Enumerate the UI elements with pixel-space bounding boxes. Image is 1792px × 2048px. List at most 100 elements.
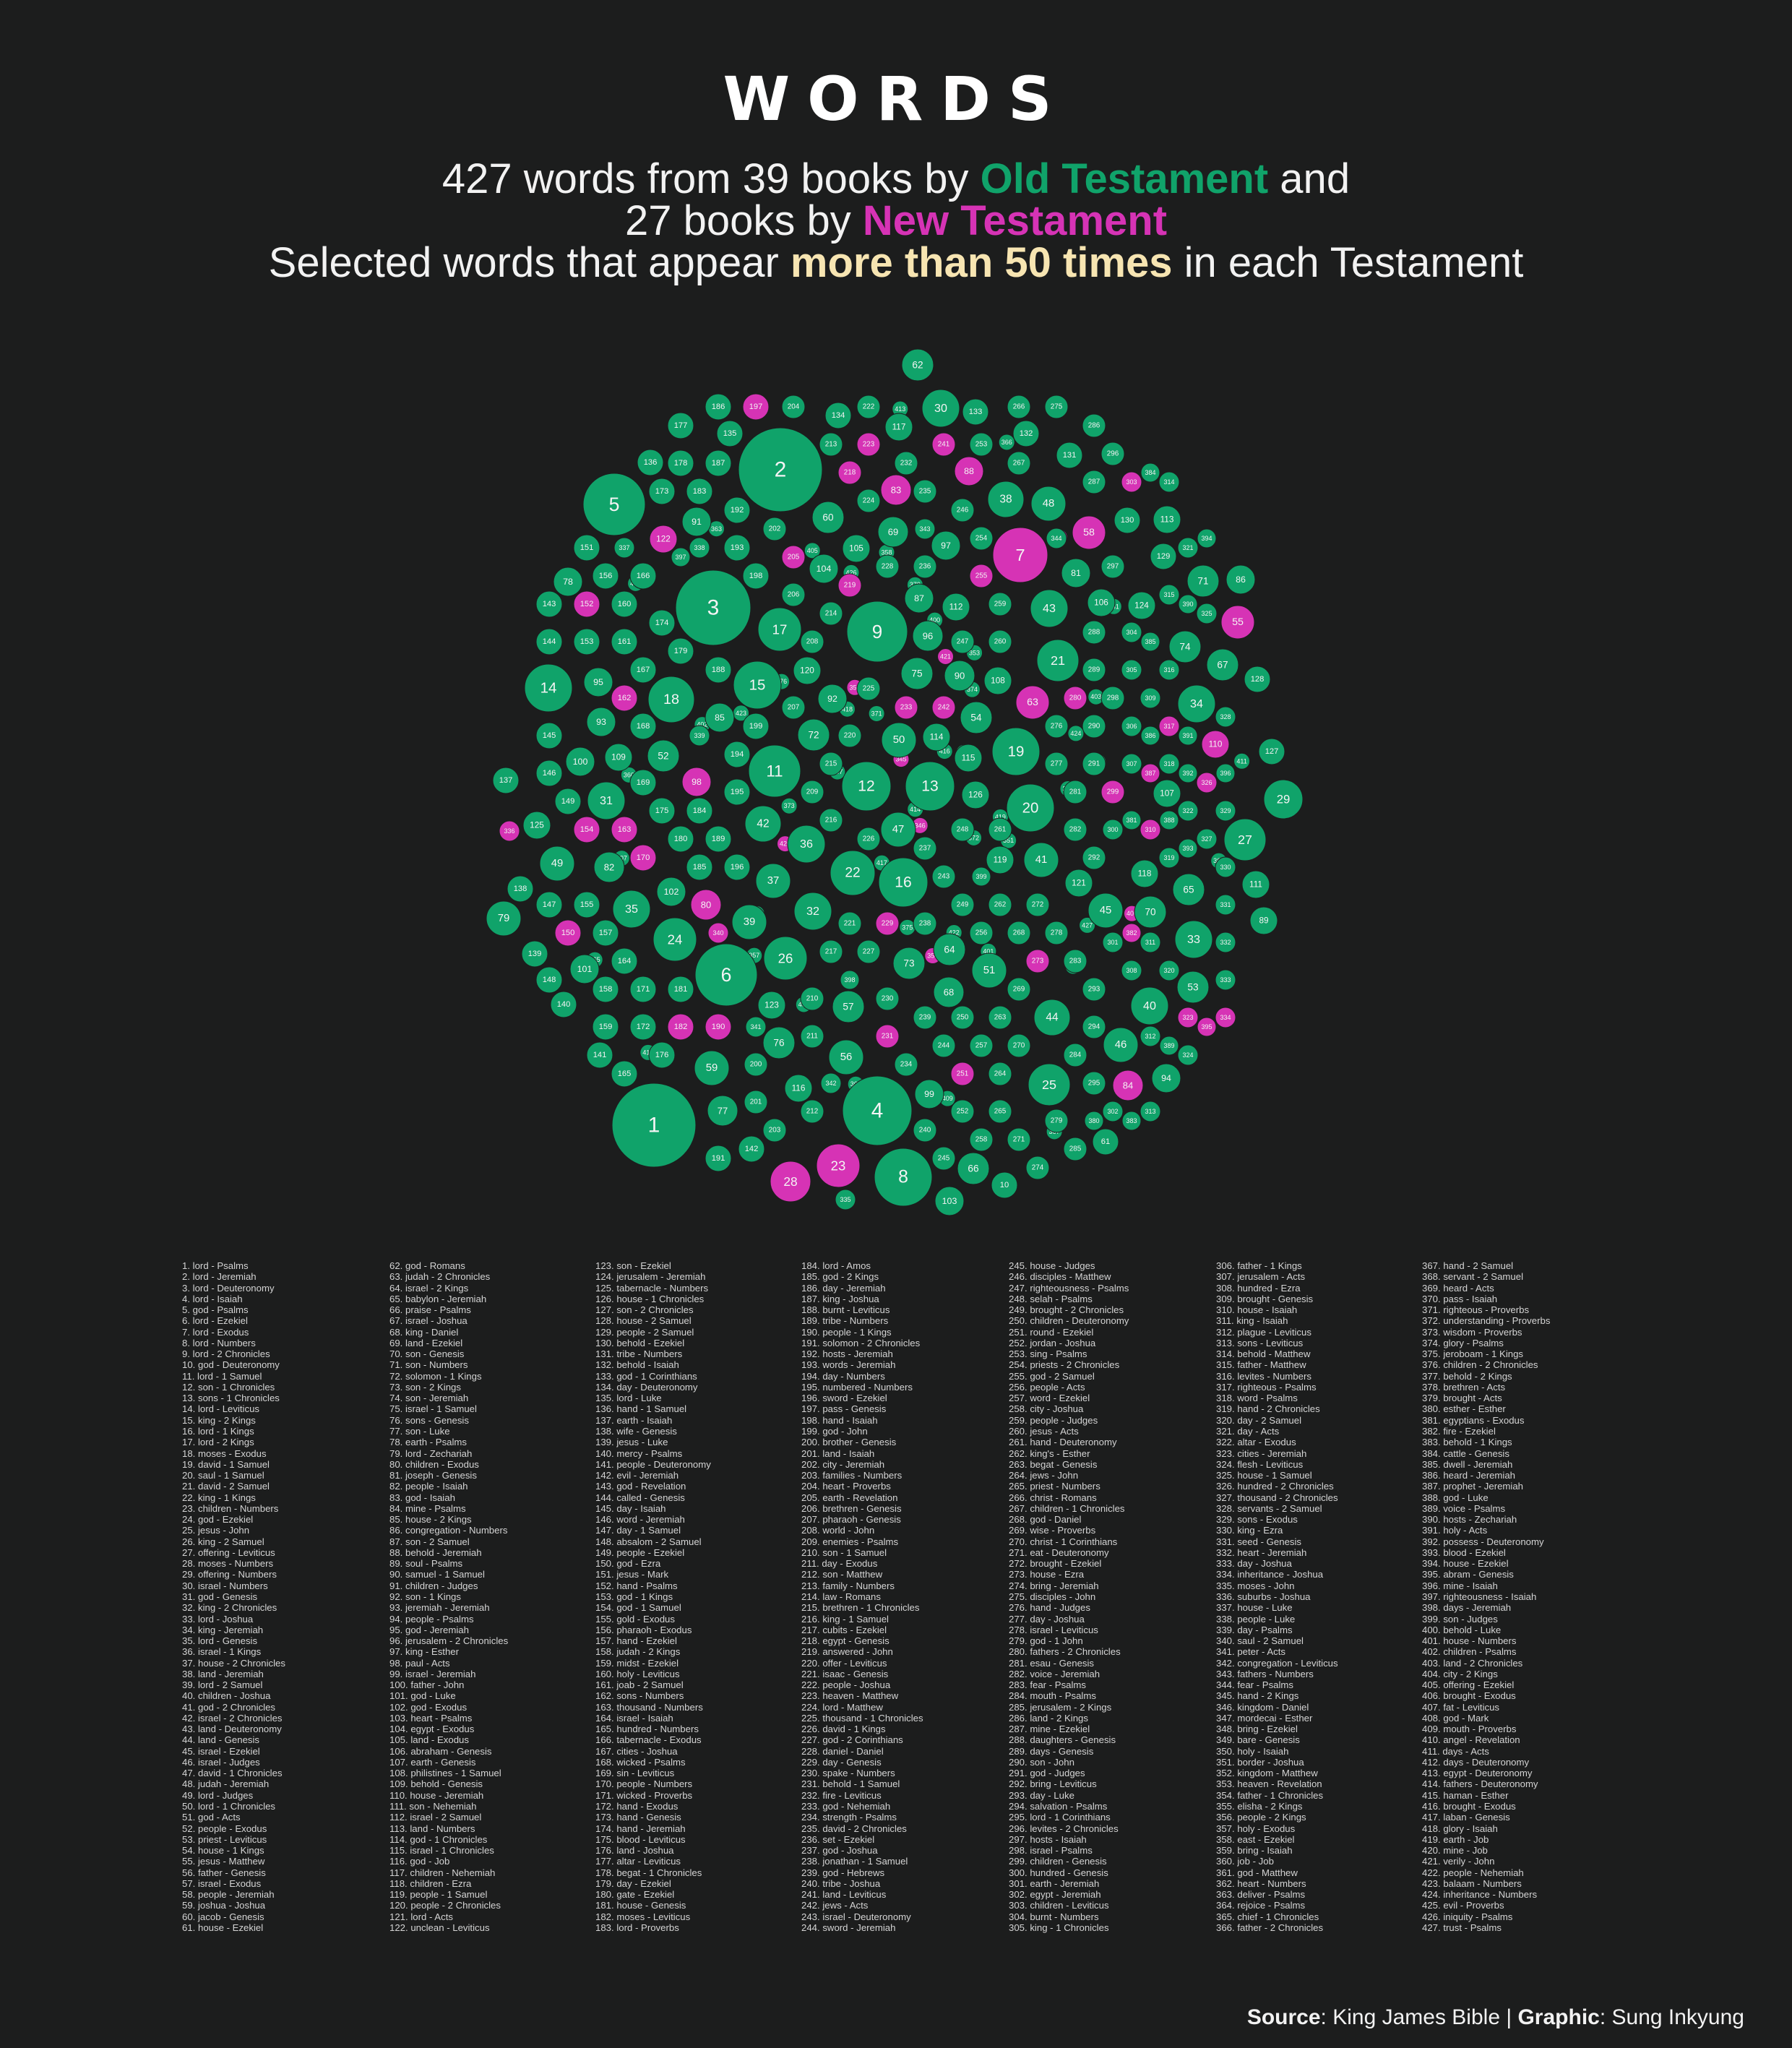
bubble-label: 386 — [1145, 732, 1155, 739]
bubble-label: 177 — [674, 421, 688, 430]
legend-item: 178. begat - 1 Chronicles — [595, 1867, 702, 1878]
legend-item: 416. brought - Exodus — [1422, 1801, 1516, 1812]
bubble-old-testament — [933, 933, 966, 966]
legend-item: 399. son - Judges — [1422, 1613, 1498, 1625]
bubble-label: 166 — [637, 572, 650, 580]
bubble-label: 171 — [637, 985, 650, 994]
legend-item: 84. mine - Psalms — [389, 1502, 466, 1514]
bubble-label: 264 — [994, 1070, 1007, 1078]
bubble-old-testament — [1012, 420, 1040, 447]
bubble-label: 187 — [712, 459, 725, 468]
bubble-label: 34 — [1190, 697, 1203, 710]
bubble-old-testament — [1196, 828, 1218, 850]
bubble-label: 201 — [750, 1098, 762, 1106]
bubble-old-testament — [988, 592, 1012, 616]
bubble-old-testament — [1140, 632, 1160, 652]
bubble-old-testament — [535, 722, 563, 749]
legend-item: 271. eat - Deuteronomy — [1009, 1546, 1109, 1558]
bubble-label: 299 — [1107, 788, 1119, 796]
bubble-old-testament — [819, 752, 843, 776]
bubble-label: 62 — [912, 360, 923, 371]
legend-item: 128. house - 2 Samuel — [595, 1315, 692, 1327]
bubble-old-testament — [1140, 932, 1161, 953]
bubble-label: 383 — [1126, 1117, 1137, 1124]
legend-item: 59. joshua - Joshua — [182, 1900, 266, 1911]
bubble-new-testament — [969, 564, 994, 588]
legend-item: 352. kingdom - Matthew — [1216, 1768, 1318, 1779]
bubble-label: 427 — [1082, 921, 1093, 929]
bubble-label: 229 — [882, 920, 894, 928]
legend-item: 250. children - Deuteronomy — [1009, 1315, 1129, 1327]
bubble-label: 41 — [1035, 854, 1048, 866]
bubble-label: 196 — [731, 863, 744, 872]
legend-item: 13. sons - 1 Chronicles — [182, 1393, 280, 1404]
legend-item: 285. jerusalem - 2 Kings — [1009, 1701, 1112, 1713]
legend-item: 52. people - Exodus — [182, 1823, 267, 1834]
legend-item: 262. king's - Esther — [1009, 1447, 1090, 1459]
bubble-label: 152 — [580, 600, 594, 608]
legend-item: 265. priest - Numbers — [1009, 1481, 1100, 1492]
bubble-label: 423 — [736, 710, 746, 717]
legend-item: 403. land - 2 Chronicles — [1422, 1657, 1523, 1669]
bubble-label: 79 — [498, 913, 510, 924]
bubble-label: 232 — [900, 460, 913, 468]
bubble-label: 182 — [674, 1023, 688, 1031]
legend-item: 387. prophet - Jeremiah — [1422, 1481, 1524, 1492]
bubble-old-testament — [1063, 780, 1087, 804]
legend-item: 316. levites - Numbers — [1216, 1370, 1311, 1382]
bubble-label: 202 — [769, 525, 781, 533]
bubble-old-testament — [521, 940, 548, 968]
bubble-old-testament — [856, 939, 881, 964]
legend-item: 322. altar - Exodus — [1216, 1437, 1296, 1448]
bubble-old-testament — [841, 761, 892, 812]
bubble-label: 200 — [750, 1061, 762, 1069]
legend-item: 183. lord - Proverbs — [595, 1922, 679, 1933]
bubble-old-testament — [784, 1074, 813, 1103]
bubble-label: 56 — [840, 1051, 853, 1063]
legend-item: 234. strength - Psalms — [801, 1812, 897, 1823]
legend-item: 268. god - Daniel — [1009, 1514, 1082, 1526]
bubble-label: 257 — [975, 1042, 988, 1050]
bubble-label: 70 — [1145, 907, 1156, 918]
bubble-label: 88 — [964, 466, 974, 476]
bubble-new-testament — [1015, 685, 1050, 720]
legend-item: 395. abram - Genesis — [1422, 1569, 1514, 1580]
legend-item: 358. east - Ezekiel — [1216, 1833, 1295, 1845]
legend-item: 61. house - Ezekiel — [182, 1922, 264, 1933]
bubble-label: 236 — [919, 563, 931, 571]
legend-item: 146. word - Jeremiah — [595, 1514, 685, 1526]
bubble-old-testament — [1121, 810, 1142, 830]
legend-item: 91. children - Judges — [389, 1580, 478, 1591]
legend-item: 14. lord - Leviticus — [182, 1403, 260, 1415]
bubble-label: 186 — [712, 403, 725, 411]
bubble-old-testament — [1067, 725, 1085, 742]
bubble-label: 328 — [1220, 713, 1231, 720]
bubble-old-testament — [894, 1052, 918, 1077]
bubble-label: 82 — [604, 862, 614, 873]
bubble-label: 81 — [1071, 568, 1081, 578]
graphic-label: Graphic — [1517, 2005, 1600, 2029]
legend-item: 16. lord - 1 Kings — [182, 1425, 254, 1437]
bubble-label: 91 — [692, 517, 702, 527]
bubble-old-testament — [723, 741, 751, 768]
bubble-old-testament — [901, 348, 934, 382]
graphic-text: : Sung Inkyung — [1599, 2005, 1744, 2029]
legend-item: 157. hand - Ezekiel — [595, 1635, 677, 1647]
bubble-old-testament — [705, 393, 732, 421]
bubble-label: 61 — [1101, 1137, 1110, 1146]
legend-item: 326. hundred - 2 Chronicles — [1216, 1481, 1334, 1492]
bubble-label: 8 — [898, 1168, 908, 1187]
bubble-label: 391 — [1182, 732, 1193, 739]
bubble-label: 109 — [611, 753, 626, 762]
bubble-old-testament — [781, 695, 806, 720]
legend-item: 344. fear - Psalms — [1216, 1679, 1294, 1691]
bubble-old-testament — [689, 537, 710, 559]
legend-item: 116. god - Job — [389, 1856, 450, 1867]
bubble-new-testament — [1140, 819, 1161, 840]
legend-item: 194. day - Numbers — [801, 1370, 885, 1382]
bubble-label: 100 — [573, 757, 588, 767]
legend-item: 43. land - Deuteronomy — [182, 1724, 282, 1735]
bubble-old-testament — [1113, 507, 1141, 534]
legend-item: 343. fathers - Numbers — [1216, 1668, 1314, 1679]
legend-item: 423. balaam - Numbers — [1422, 1877, 1522, 1889]
